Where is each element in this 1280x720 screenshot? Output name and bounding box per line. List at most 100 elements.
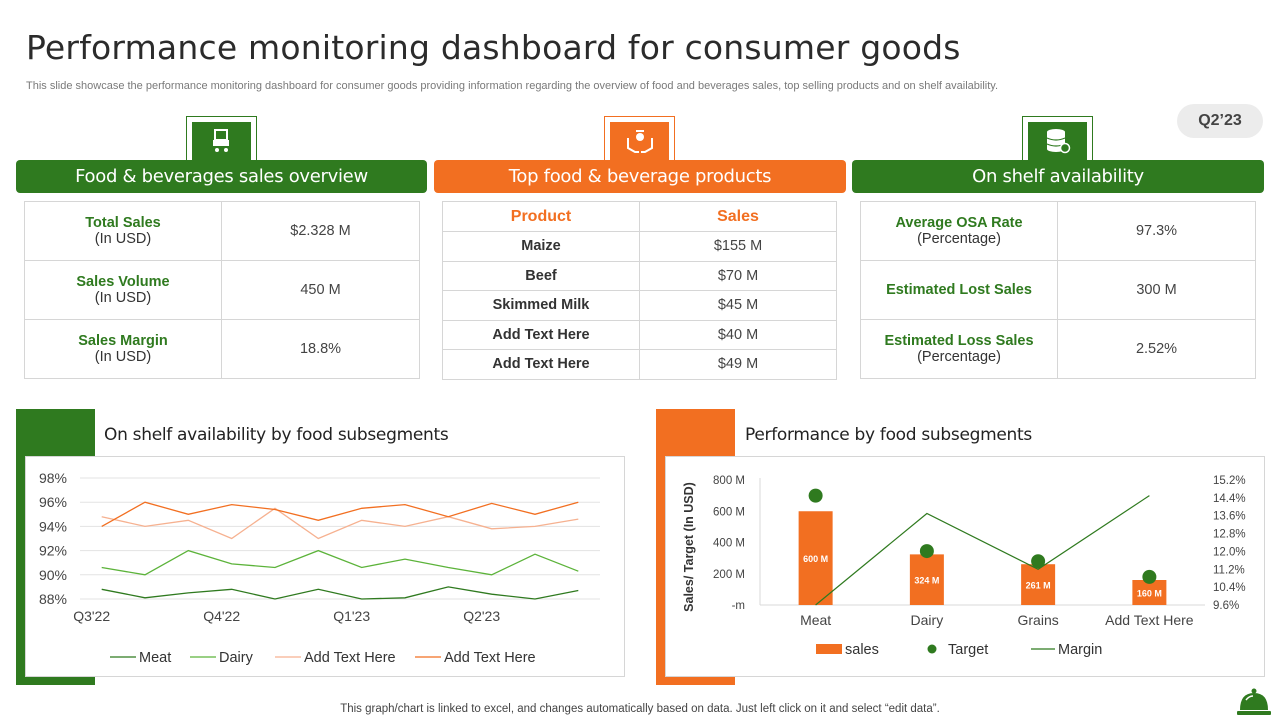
row-sublabel: (In USD)	[94, 231, 152, 247]
x-tick-label: Q3'22	[73, 608, 110, 624]
legend-label: Target	[948, 642, 988, 658]
y2-tick-label: 15.2%	[1213, 475, 1246, 487]
bar-data-label: 160 M	[1137, 589, 1162, 599]
legend-swatch	[816, 644, 842, 654]
table-row: Add Text Here $40 M	[442, 319, 837, 350]
x-tick-label: Add Text Here	[1105, 612, 1194, 628]
product-name: Add Text Here	[442, 319, 640, 350]
row-value: 300 M	[1057, 260, 1256, 320]
chart2-title: Performance by food subsegments	[745, 425, 1032, 445]
row-sublabel: (In USD)	[94, 290, 152, 306]
series-line	[101, 586, 579, 600]
database-icon	[1028, 122, 1087, 160]
y-tick-label: -m	[732, 600, 745, 612]
legend-swatch	[927, 644, 937, 654]
row-sublabel: (Percentage)	[917, 349, 1001, 365]
row-label: Estimated Loss Sales	[884, 333, 1034, 349]
product-name: Maize	[442, 231, 640, 262]
shelf-availability-table: Average OSA Rate (Percentage) 97.3% Estim…	[860, 201, 1256, 379]
y-tick-label: 94%	[39, 518, 67, 534]
bar-data-label: 324 M	[914, 576, 939, 586]
y-tick-label: 90%	[39, 567, 67, 583]
sales-bar	[798, 511, 833, 605]
target-dot	[1142, 569, 1157, 584]
bar-data-label: 600 M	[803, 554, 828, 564]
table-row: Sales Volume (In USD) 450 M	[24, 260, 420, 320]
series-line	[101, 549, 579, 576]
row-label: Average OSA Rate	[895, 215, 1023, 231]
y2-tick-label: 10.4%	[1213, 582, 1246, 594]
combo-chart: -m 200 M 400 M 600 M 800 M 9.6% 10.4% 11.2% 12.0…	[682, 475, 1246, 658]
y-tick-label: 88%	[39, 591, 67, 607]
column-header-sales: Sales	[639, 201, 837, 232]
shopping-cart-icon	[192, 122, 251, 160]
y2-tick-label: 12.8%	[1213, 529, 1246, 541]
y-tick-label: 400 M	[713, 538, 745, 550]
product-name: Add Text Here	[442, 349, 640, 380]
y-tick-label: 92%	[39, 543, 67, 559]
legend-label: Margin	[1058, 642, 1102, 658]
hands-food-icon	[610, 122, 669, 160]
quarter-badge: Q2’23	[1177, 104, 1263, 138]
sales-overview-table: Total Sales (In USD) $2.328 M Sales Volum…	[24, 201, 420, 379]
column-header-product: Product	[442, 201, 640, 232]
product-sales: $155 M	[639, 231, 837, 262]
chart1-panel	[25, 456, 625, 677]
row-label: Sales Volume	[76, 274, 170, 290]
row-sublabel: (In USD)	[94, 349, 152, 365]
chart2-panel	[665, 456, 1265, 677]
row-label: Sales Margin	[78, 333, 168, 349]
row-value: 2.52%	[1057, 319, 1256, 379]
line-chart: 88% 90% 92% 94% 96% 98% Q3'22 Q4'22 Q1'23 Q2'23 Me…	[39, 470, 600, 666]
x-tick-label: Grains	[1018, 612, 1059, 628]
legend-label: Dairy	[219, 650, 254, 666]
sales-bar	[1021, 564, 1056, 605]
y-tick-label: 600 M	[713, 506, 745, 518]
legend-label: Add Text Here	[444, 650, 536, 666]
row-value: 97.3%	[1057, 201, 1256, 261]
x-tick-label: Q4'22	[203, 608, 240, 624]
cloche-logo-icon	[1237, 688, 1271, 715]
table-row: Sales Margin (In USD) 18.8%	[24, 319, 420, 379]
y-tick-label: 200 M	[713, 569, 745, 581]
sales-bar	[909, 554, 944, 605]
sales-overview-icon-box	[186, 116, 257, 162]
target-dot	[808, 488, 823, 503]
table-header-row: Product Sales	[442, 201, 837, 232]
top-products-icon-box	[604, 116, 675, 162]
bar-data-label: 261 M	[1026, 581, 1051, 591]
top-products-table: Product Sales Maize $155 M Beef $70 M Skim…	[442, 201, 837, 380]
x-tick-label: Dairy	[911, 612, 944, 628]
table-row: Total Sales (In USD) $2.328 M	[24, 201, 420, 261]
y2-tick-label: 13.6%	[1213, 511, 1246, 523]
chart1-title: On shelf availability by food subsegment…	[104, 425, 449, 445]
table-row: Skimmed Milk $45 M	[442, 290, 837, 321]
top-products-header: Top food & beverage products	[434, 160, 846, 193]
sales-overview-header: Food & beverages sales overview	[16, 160, 427, 193]
y2-tick-label: 14.4%	[1213, 493, 1246, 505]
table-row: Estimated Lost Sales 300 M	[860, 260, 1256, 320]
table-row: Maize $155 M	[442, 231, 837, 262]
product-name: Skimmed Milk	[442, 290, 640, 321]
margin-line	[815, 495, 1150, 606]
target-dot	[1031, 554, 1046, 569]
sales-bar	[1132, 580, 1167, 605]
y2-tick-label: 12.0%	[1213, 546, 1246, 558]
x-tick-label: Q1'23	[333, 608, 370, 624]
product-sales: $45 M	[639, 290, 837, 321]
footer-note: This graph/chart is linked to excel, and…	[340, 703, 940, 715]
series-line	[101, 501, 579, 527]
row-label: Total Sales	[85, 215, 161, 231]
page-subtitle: This slide showcase the performance moni…	[26, 80, 999, 92]
series-line	[101, 507, 579, 540]
row-value: 18.8%	[221, 319, 420, 379]
table-row: Add Text Here $49 M	[442, 349, 837, 380]
legend-label: Meat	[139, 650, 171, 666]
target-dot	[919, 544, 934, 559]
product-sales: $49 M	[639, 349, 837, 380]
y-tick-label: 98%	[39, 470, 67, 486]
row-value: $2.328 M	[221, 201, 420, 261]
y-axis-title: Sales/ Target (In USD)	[682, 482, 696, 612]
y-tick-label: 800 M	[713, 475, 745, 487]
y-tick-label: 96%	[39, 494, 67, 510]
